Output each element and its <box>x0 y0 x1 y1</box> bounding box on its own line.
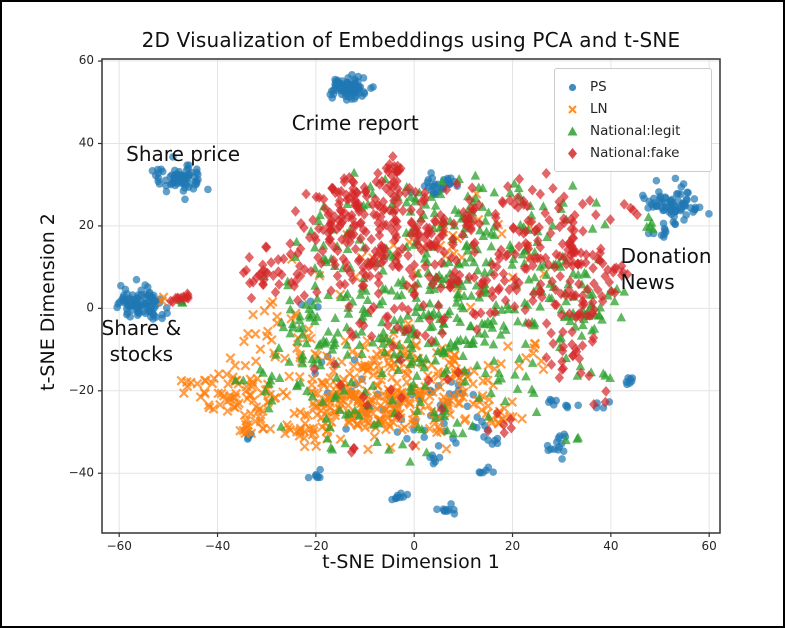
y-axis-label: t-SNE Dimension 2 <box>37 213 59 391</box>
diamond-marker-icon <box>565 146 579 160</box>
legend-label: LN <box>590 101 608 117</box>
legend-item-national-legit: National:legit <box>565 120 701 142</box>
x-marker-icon <box>565 102 579 116</box>
legend-label: PS <box>590 79 607 95</box>
legend-item-ln: LN <box>565 98 701 120</box>
legend-label: National:legit <box>590 123 681 139</box>
legend-item-ps: PS <box>565 76 701 98</box>
legend-item-national-fake: National:fake <box>565 142 701 164</box>
circle-marker-icon <box>565 80 579 94</box>
x-axis-label: t-SNE Dimension 1 <box>322 551 500 573</box>
triangle-marker-icon <box>565 124 579 138</box>
legend: PS LN National:legit National:fake <box>554 68 712 172</box>
chart-title: 2D Visualization of Embeddings using PCA… <box>141 28 681 52</box>
legend-label: National:fake <box>590 145 680 161</box>
